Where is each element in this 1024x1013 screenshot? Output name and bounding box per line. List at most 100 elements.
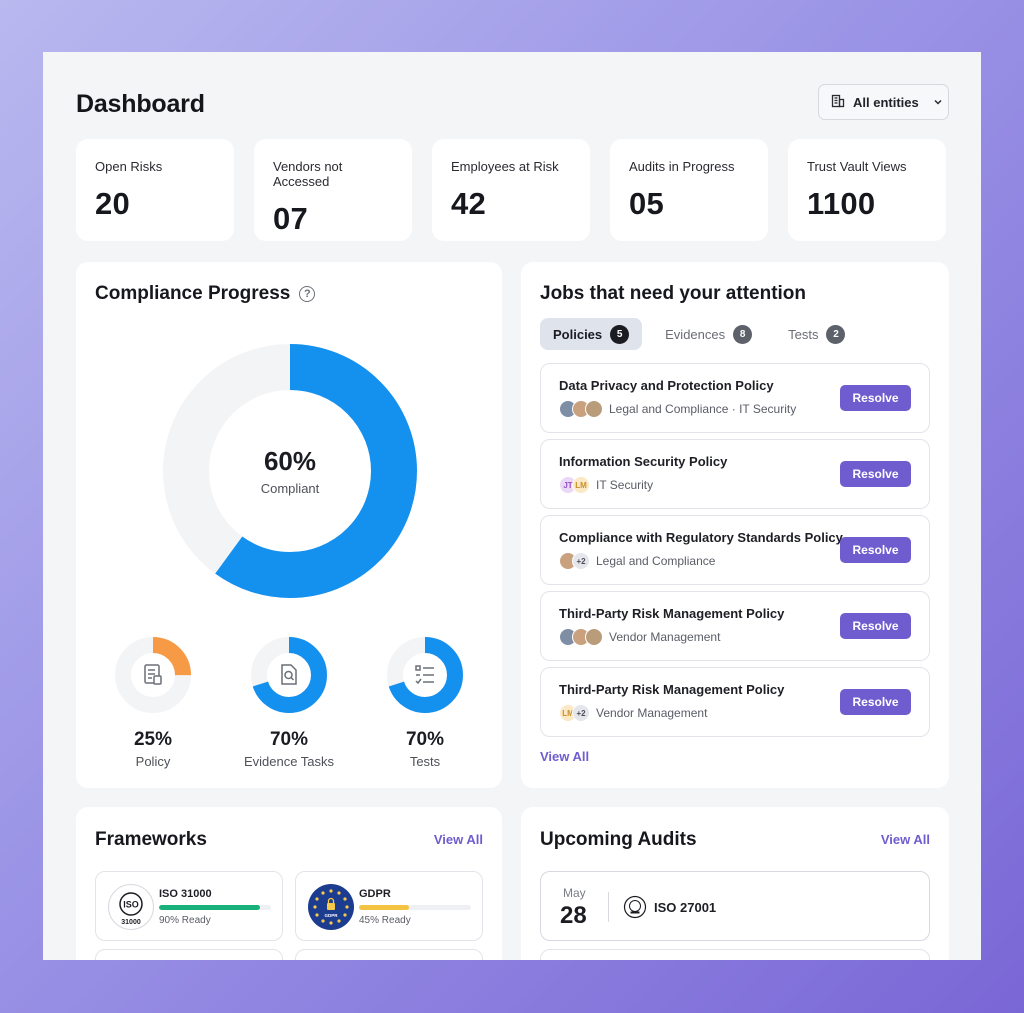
- job-title: Third-Party Risk Management Policy: [559, 606, 785, 621]
- divider: [608, 892, 609, 922]
- tab-evidences[interactable]: Evidences 8: [652, 318, 765, 350]
- stat-card-audits[interactable]: Audits in Progress 05: [610, 139, 768, 241]
- framework-item-partial[interactable]: [295, 949, 483, 960]
- jobs-view-all-link[interactable]: View All: [540, 749, 590, 764]
- policy-progress[interactable]: 25% Policy: [93, 636, 213, 769]
- stat-card-employees[interactable]: Employees at Risk 42: [432, 139, 590, 241]
- upcoming-audits-card: Upcoming Audits View All May 28 ISO 2700…: [521, 807, 949, 960]
- tab-count-badge: 2: [826, 324, 846, 344]
- framework-ready: 90% Ready: [159, 915, 211, 926]
- audits-view-all-link[interactable]: View All: [880, 832, 930, 847]
- framework-item[interactable]: GDPR GDPR 45% Ready: [295, 871, 483, 941]
- card-title: Frameworks: [95, 829, 207, 850]
- compliance-percent: 60%: [263, 446, 317, 476]
- document-icon: [144, 664, 162, 685]
- card-title: Upcoming Audits: [540, 829, 697, 850]
- framework-progress-track: [159, 905, 271, 910]
- job-title: Third-Party Risk Management Policy: [559, 682, 785, 697]
- dashboard-frame: Dashboard All entities Open Risks 20 Ven…: [43, 52, 981, 960]
- job-item: Compliance with Regulatory Standards Pol…: [540, 515, 930, 585]
- mini-label: Evidence Tasks: [243, 754, 335, 769]
- job-meta: JT LM IT Security: [559, 476, 653, 494]
- mini-percent: 25%: [133, 729, 173, 750]
- compliance-progress-card: Compliance Progress ? 60% Compliant 25% …: [76, 262, 502, 788]
- stat-label: Vendors not Accessed: [273, 159, 343, 189]
- job-teams: Legal and Compliance: [596, 554, 716, 568]
- stat-card-trust-vault[interactable]: Trust Vault Views 1100: [788, 139, 946, 241]
- job-title: Data Privacy and Protection Policy: [559, 378, 774, 393]
- chevron-down-icon: [933, 95, 943, 110]
- iso-logo-top: ISO: [123, 900, 139, 910]
- evidence-progress[interactable]: 70% Evidence Tasks: [229, 636, 349, 769]
- framework-progress-fill: [359, 905, 410, 910]
- donut-center: 60% Compliant: [163, 344, 417, 598]
- avatar-group: JT LM: [559, 476, 590, 494]
- topbar: Dashboard All entities: [76, 84, 949, 120]
- mini-arc: [387, 637, 463, 713]
- card-title: Jobs that need your attention: [540, 283, 807, 304]
- job-list: Data Privacy and Protection Policy Legal…: [540, 363, 930, 743]
- audit-item[interactable]: May 28 ISO 27001: [540, 871, 930, 941]
- framework-item[interactable]: ISO 31000 ISO 31000 90% Ready: [95, 871, 283, 941]
- compliance-sublabel: Compliant: [260, 481, 320, 496]
- frameworks-card: Frameworks View All ISO 31000 ISO 31000 …: [76, 807, 502, 960]
- entities-label: All entities: [853, 94, 919, 110]
- job-item: Third-Party Risk Management Policy LM +2…: [540, 667, 930, 737]
- tab-label: Evidences: [665, 326, 726, 342]
- avatar: [585, 628, 603, 646]
- job-teams: IT Security: [596, 478, 654, 492]
- resolve-button[interactable]: Resolve: [840, 613, 911, 639]
- mini-label: Policy: [135, 754, 171, 769]
- audit-month: May: [563, 886, 586, 900]
- resolve-button[interactable]: Resolve: [840, 537, 911, 563]
- framework-progress-fill: [159, 905, 260, 910]
- stat-card-vendors[interactable]: Vendors not Accessed 07: [254, 139, 412, 241]
- avatar-group: [559, 400, 603, 418]
- mini-label: Tests: [409, 754, 441, 769]
- compliance-title-row: Compliance Progress ?: [95, 283, 316, 305]
- iso-logo-icon: [623, 895, 647, 919]
- stat-value: 07: [273, 201, 309, 236]
- stat-value: 05: [629, 186, 665, 221]
- entities-selector[interactable]: All entities: [818, 84, 949, 120]
- iso-logo: ISO 31000: [108, 884, 154, 930]
- card-title: Compliance Progress: [95, 283, 291, 304]
- stat-card-open-risks[interactable]: Open Risks 20: [76, 139, 234, 241]
- framework-ready: 45% Ready: [359, 915, 411, 926]
- help-icon[interactable]: ?: [299, 286, 316, 302]
- tests-progress[interactable]: 70% Tests: [365, 636, 485, 769]
- page-title: Dashboard: [76, 90, 205, 118]
- resolve-button[interactable]: Resolve: [840, 385, 911, 411]
- audit-item-partial[interactable]: [540, 949, 930, 960]
- stat-label: Trust Vault Views: [807, 159, 907, 174]
- resolve-button[interactable]: Resolve: [840, 461, 911, 487]
- stat-label: Employees at Risk: [451, 159, 559, 174]
- avatar: [585, 400, 603, 418]
- audit-name: ISO 27001: [654, 900, 717, 915]
- search-file-icon: [281, 664, 297, 685]
- job-item: Information Security Policy JT LM IT Sec…: [540, 439, 930, 509]
- avatar-group: LM +2: [559, 704, 590, 722]
- stat-label: Audits in Progress: [629, 159, 735, 174]
- mini-ring: [115, 637, 191, 713]
- framework-item-partial[interactable]: [95, 949, 283, 960]
- stat-value: 1100: [807, 186, 876, 221]
- building-icon: [831, 94, 845, 111]
- mini-arc: [115, 637, 191, 713]
- tab-count-badge: 5: [610, 324, 630, 344]
- iso-logo-bottom: 31000: [121, 919, 141, 926]
- tab-count-badge: 8: [733, 324, 753, 344]
- mini-percent: 70%: [269, 729, 309, 750]
- jobs-tabs: Policies 5 Evidences 8 Tests 2: [540, 318, 858, 350]
- mini-arc: [251, 637, 327, 713]
- resolve-button[interactable]: Resolve: [840, 689, 911, 715]
- mini-percent: 70%: [405, 729, 445, 750]
- tab-policies[interactable]: Policies 5: [540, 318, 643, 350]
- jobs-card: Jobs that need your attention Policies 5…: [521, 262, 949, 788]
- stat-value: 20: [95, 186, 131, 221]
- job-teams: Vendor Management: [596, 706, 708, 720]
- frameworks-view-all-link[interactable]: View All: [433, 832, 483, 847]
- tab-tests[interactable]: Tests 2: [775, 318, 858, 350]
- avatar-group: [559, 628, 603, 646]
- tab-label: Tests: [788, 326, 819, 342]
